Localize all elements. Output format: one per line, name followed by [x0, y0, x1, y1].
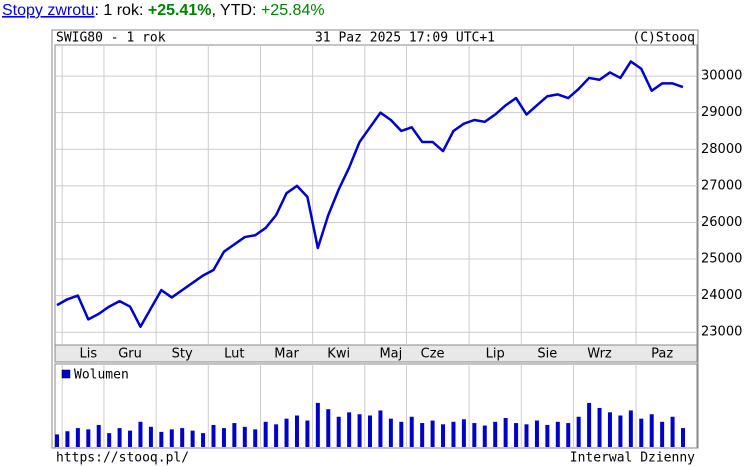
- volume-bar: [86, 429, 91, 447]
- volume-bar: [566, 423, 571, 447]
- x-tick-label: Sty: [172, 347, 193, 362]
- volume-bar: [326, 409, 331, 447]
- month-band: [54, 344, 698, 363]
- y-tick-label: 23000: [701, 325, 742, 340]
- chart-source: (C)Stooq: [632, 31, 695, 46]
- volume-bar: [597, 407, 602, 447]
- volume-bar: [357, 414, 362, 447]
- volume-bar: [201, 433, 206, 447]
- volume-bar: [180, 428, 185, 447]
- returns-line: Stopy zwrotu: 1 rok: +25.41%, YTD: +25.8…: [2, 2, 325, 19]
- volume-bar: [305, 420, 310, 447]
- volume-bar: [253, 429, 258, 447]
- legend-swatch: [61, 369, 71, 379]
- volume-bar: [232, 423, 237, 447]
- volume-bar: [399, 421, 404, 447]
- y-tick-label: 24000: [701, 288, 742, 303]
- chart-subtitle: 31 Paz 2025 17:09 UTC+1: [315, 31, 495, 46]
- ytd-label: , YTD:: [211, 2, 256, 19]
- ytd-return: +25.84%: [261, 2, 325, 19]
- x-tick-label: Kwi: [327, 347, 350, 362]
- y-tick-label: 30000: [701, 69, 742, 84]
- returns-link[interactable]: Stopy zwrotu: [2, 2, 94, 19]
- volume-bar: [138, 421, 143, 447]
- volume-bar: [294, 415, 299, 447]
- volume-bar: [65, 431, 70, 447]
- volume-bar: [472, 423, 477, 447]
- volume-bar: [55, 434, 59, 447]
- y-tick-label: 28000: [701, 142, 742, 157]
- y-tick-label: 29000: [701, 105, 742, 120]
- x-tick-label: Gru: [118, 347, 142, 362]
- volume-bar: [274, 424, 279, 447]
- volume-bar: [503, 418, 508, 447]
- footer-url: https://stooq.pl/: [56, 451, 189, 466]
- volume-bar: [284, 418, 289, 447]
- y-tick-label: 26000: [701, 215, 742, 230]
- x-tick-label: Lip: [486, 347, 505, 362]
- volume-bar: [242, 426, 247, 447]
- volume-bar: [628, 410, 633, 447]
- price-line: [56, 60, 684, 328]
- volume-bar: [169, 429, 174, 447]
- volume-bar: [263, 421, 268, 447]
- volume-bar: [75, 428, 80, 447]
- footer-interval: Interwal Dzienny: [570, 451, 695, 466]
- volume-bar: [618, 415, 623, 447]
- plot-area: [54, 44, 698, 346]
- volume-bar: [660, 421, 665, 447]
- volume-bar: [681, 428, 685, 447]
- volume-bar: [555, 421, 560, 447]
- volume-bar: [190, 430, 195, 447]
- y-tick-label: 27000: [701, 178, 742, 193]
- volume-bar: [639, 418, 644, 447]
- y-tick-label: 25000: [701, 252, 742, 267]
- volume-bar: [315, 402, 320, 447]
- volume-bar: [430, 420, 435, 447]
- volume-bar: [587, 402, 592, 447]
- volume-bar: [482, 425, 487, 447]
- x-tick-label: Lut: [224, 347, 244, 362]
- volume-bar: [107, 433, 112, 447]
- x-tick-label: Cze: [421, 347, 445, 362]
- x-tick-label: Mar: [274, 347, 299, 362]
- volume-bar: [545, 424, 550, 447]
- volume-bar: [649, 414, 654, 447]
- volume-bar: [128, 430, 133, 447]
- x-tick-label: Lis: [79, 347, 97, 362]
- chart-title: SWIG80 - 1 rok: [56, 31, 166, 46]
- volume-bar: [451, 421, 456, 447]
- volume-bar: [368, 415, 372, 447]
- volume-bar: [607, 412, 612, 447]
- volume-bar: [670, 416, 675, 447]
- x-tick-label: Wrz: [587, 347, 612, 362]
- volume-bar: [336, 416, 341, 447]
- volume-bar: [347, 412, 352, 447]
- volume-bar: [420, 423, 425, 447]
- volume-bar: [576, 416, 581, 447]
- volume-bar: [378, 410, 383, 447]
- volume-bar: [514, 423, 519, 447]
- x-tick-label: Maj: [379, 347, 402, 362]
- volume-bar: [148, 426, 153, 447]
- volume-bar: [461, 419, 466, 447]
- volume-bar: [388, 418, 393, 447]
- x-tick-label: Sie: [537, 347, 557, 362]
- volume-bar: [211, 424, 216, 447]
- volume-bar: [159, 431, 164, 447]
- volume-bar: [493, 421, 498, 447]
- volume-bar: [524, 424, 529, 447]
- volume-bar: [117, 428, 122, 447]
- volume-bar: [409, 416, 414, 447]
- legend-label: Wolumen: [74, 368, 129, 383]
- x-tick-label: Paz: [651, 347, 673, 362]
- volume-bar: [441, 424, 446, 447]
- one-year-return: +25.41%: [148, 2, 212, 19]
- volume-bar: [221, 428, 226, 447]
- volume-bar: [534, 420, 539, 447]
- one-year-label: : 1 rok:: [94, 2, 143, 19]
- volume-bar: [96, 424, 101, 447]
